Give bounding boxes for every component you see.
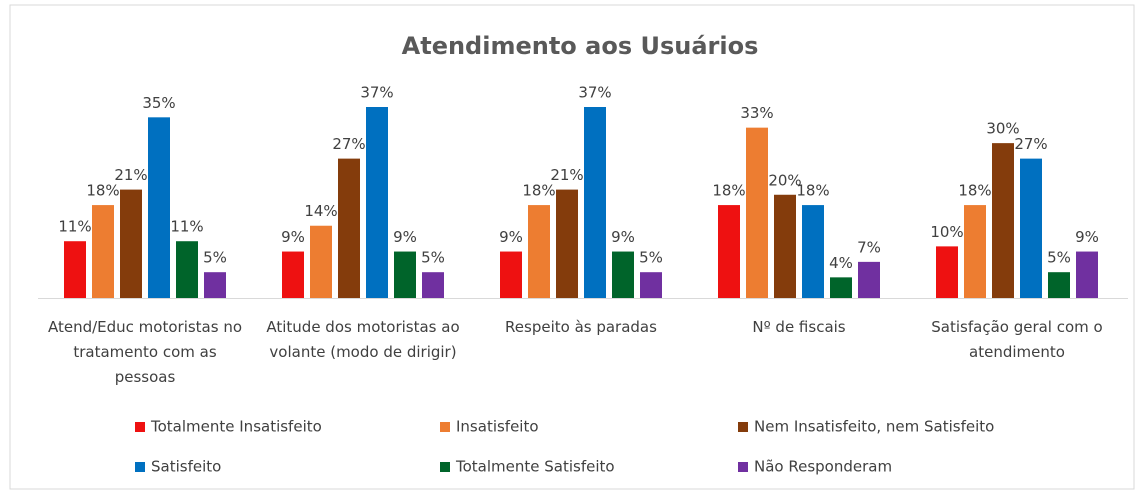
bar bbox=[612, 251, 634, 298]
bar bbox=[338, 158, 360, 298]
legend-swatch bbox=[440, 422, 450, 432]
bar bbox=[556, 189, 578, 298]
x-tick-label: Atitude dos motoristas ao volante (modo … bbox=[266, 318, 460, 361]
data-label: 18% bbox=[86, 182, 119, 200]
bar bbox=[774, 194, 796, 298]
bar bbox=[746, 127, 768, 298]
bar bbox=[204, 272, 226, 298]
bar bbox=[992, 143, 1014, 298]
bar bbox=[176, 241, 198, 298]
data-label: 18% bbox=[522, 182, 555, 200]
bar bbox=[584, 107, 606, 298]
bar bbox=[1048, 272, 1070, 298]
data-label: 5% bbox=[203, 249, 227, 267]
bar bbox=[422, 272, 444, 298]
data-label: 5% bbox=[639, 249, 663, 267]
x-tick-label: Respeito às paradas bbox=[505, 318, 657, 336]
data-label: 4% bbox=[829, 254, 853, 272]
legend-swatch bbox=[440, 462, 450, 472]
legend-swatch bbox=[135, 422, 145, 432]
data-label: 37% bbox=[578, 84, 611, 102]
bar bbox=[1020, 158, 1042, 298]
bar bbox=[148, 117, 170, 298]
data-label: 33% bbox=[740, 104, 773, 122]
data-label: 20% bbox=[768, 171, 801, 189]
data-label: 37% bbox=[360, 84, 393, 102]
bar bbox=[858, 261, 880, 298]
bar bbox=[310, 225, 332, 298]
legend-label: Satisfeito bbox=[151, 458, 221, 476]
data-label: 27% bbox=[1014, 135, 1047, 153]
data-label: 21% bbox=[550, 166, 583, 184]
legend-swatch bbox=[738, 462, 748, 472]
legend-swatch bbox=[738, 422, 748, 432]
data-label: 27% bbox=[332, 135, 365, 153]
bar bbox=[120, 189, 142, 298]
x-tick-label: Atend/Educ motoristas no tratamento com … bbox=[47, 318, 243, 386]
data-label: 11% bbox=[58, 218, 91, 236]
bar bbox=[718, 205, 740, 298]
bar bbox=[528, 205, 550, 298]
data-label: 11% bbox=[170, 218, 203, 236]
data-label: 7% bbox=[857, 238, 881, 256]
data-label: 9% bbox=[499, 228, 523, 246]
data-label: 14% bbox=[304, 202, 337, 220]
data-label: 9% bbox=[393, 228, 417, 246]
legend-label: Não Responderam bbox=[754, 458, 892, 476]
legend-swatch bbox=[135, 462, 145, 472]
data-label: 18% bbox=[796, 182, 829, 200]
bar bbox=[830, 277, 852, 298]
bar bbox=[366, 107, 388, 298]
data-label: 5% bbox=[1047, 249, 1071, 267]
bar bbox=[394, 251, 416, 298]
x-tick-label: Satisfação geral com o atendimento bbox=[931, 318, 1103, 361]
data-label: 10% bbox=[930, 223, 963, 241]
legend-label: Nem Insatisfeito, nem Satisfeito bbox=[754, 418, 994, 436]
data-label: 30% bbox=[986, 120, 1019, 138]
legend-label: Totalmente Satisfeito bbox=[455, 458, 615, 476]
chart-title: Atendimento aos Usuários bbox=[402, 32, 759, 60]
bar bbox=[1076, 251, 1098, 298]
bar bbox=[282, 251, 304, 298]
bar bbox=[64, 241, 86, 298]
data-label: 18% bbox=[712, 182, 745, 200]
data-label: 5% bbox=[421, 249, 445, 267]
x-tick-label: Nº de fiscais bbox=[752, 318, 846, 336]
bar bbox=[640, 272, 662, 298]
bar bbox=[500, 251, 522, 298]
data-label: 21% bbox=[114, 166, 147, 184]
legend-label: Totalmente Insatisfeito bbox=[150, 418, 322, 436]
bar bbox=[964, 205, 986, 298]
bar bbox=[92, 205, 114, 298]
data-label: 9% bbox=[1075, 228, 1099, 246]
bar bbox=[936, 246, 958, 298]
legend-label: Insatisfeito bbox=[456, 418, 539, 436]
data-label: 35% bbox=[142, 94, 175, 112]
data-label: 18% bbox=[958, 182, 991, 200]
data-label: 9% bbox=[611, 228, 635, 246]
data-label: 9% bbox=[281, 228, 305, 246]
bar bbox=[802, 205, 824, 298]
